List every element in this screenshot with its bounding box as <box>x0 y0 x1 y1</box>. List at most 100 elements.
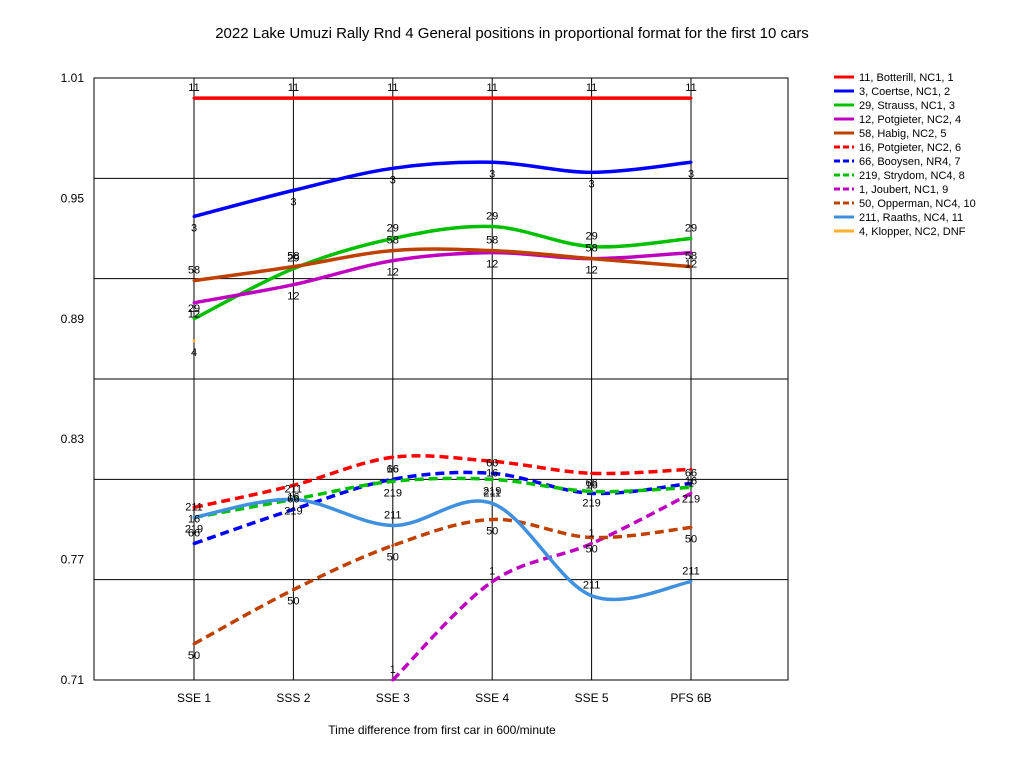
data-label: 3 <box>589 178 595 190</box>
series-line <box>193 476 692 520</box>
data-label: 11 <box>387 82 398 94</box>
data-point <box>192 279 196 283</box>
data-label: 211 <box>682 566 700 578</box>
data-point <box>689 237 693 241</box>
data-label: 16 <box>188 513 200 525</box>
series-line <box>193 224 692 321</box>
data-point <box>490 477 494 481</box>
data-label: 12 <box>287 291 299 303</box>
data-point <box>391 166 395 170</box>
x-tick-label: SSE 5 <box>575 691 609 705</box>
x-tick-label: SSS 2 <box>276 691 310 705</box>
data-label: 219 <box>185 523 203 535</box>
data-point <box>490 501 494 505</box>
data-label: 11 <box>685 82 696 94</box>
data-label: 66 <box>486 457 498 469</box>
legend-entry: 219, Strydom, NC4, 8 <box>859 170 965 182</box>
data-label: 29 <box>287 253 299 265</box>
x-axis-ticks: SSE 1 SSS 2 SSE 3 SSE 4 SSE 5 PFS 6B <box>177 691 712 705</box>
data-label: 12 <box>188 309 200 321</box>
data-point <box>291 507 295 511</box>
data-point <box>689 160 693 164</box>
data-label: 66 <box>585 477 597 489</box>
data-point <box>192 301 196 305</box>
data-label: 211 <box>483 487 501 499</box>
data-label: 58 <box>287 251 299 263</box>
series-line <box>193 497 692 602</box>
data-label: 3 <box>489 168 495 180</box>
data-label: 16 <box>486 467 498 479</box>
data-point <box>291 265 295 269</box>
data-point <box>291 96 295 100</box>
series-line <box>193 247 692 283</box>
data-point <box>490 96 494 100</box>
data-point <box>192 96 196 100</box>
legend-entry: 4, Klopper, NC2, DNF <box>859 226 966 238</box>
data-label: 11 <box>486 82 497 94</box>
series-lines <box>192 96 693 682</box>
data-label: 3 <box>390 174 396 186</box>
data-label: 66 <box>287 493 299 505</box>
data-label: 29 <box>685 223 697 235</box>
legend-entry: 3, Coertse, NC1, 2 <box>859 86 950 98</box>
data-point <box>689 467 693 471</box>
data-point <box>689 491 693 495</box>
legend-entry: 1, Joubert, NC1, 9 <box>859 184 948 196</box>
data-label: 58 <box>486 235 498 247</box>
legend-entry: 66, Booysen, NR4, 7 <box>859 156 961 168</box>
data-point <box>391 544 395 548</box>
x-tick-label: SSE 4 <box>475 691 509 705</box>
data-label: 211 <box>384 509 402 521</box>
y-tick-label: 0.89 <box>61 312 85 326</box>
y-tick-label: 1.01 <box>61 71 85 85</box>
legend-entry: 211, Raaths, NC4, 11 <box>859 212 963 224</box>
data-point <box>192 542 196 546</box>
legend: 11, Botterill, NC1, 1 3, Coertse, NC1, 2 2… <box>834 72 976 238</box>
legend-entry: 58, Habig, NC2, 5 <box>859 128 946 140</box>
data-point <box>689 265 693 269</box>
data-label: 219 <box>384 487 402 499</box>
data-label: 211 <box>583 580 601 592</box>
data-label: 219 <box>582 497 600 509</box>
data-label: 11 <box>288 82 299 94</box>
data-label: 29 <box>486 210 498 222</box>
data-label: 50 <box>387 552 399 564</box>
data-point <box>291 497 295 501</box>
data-point <box>689 96 693 100</box>
data-point <box>192 339 196 343</box>
legend-entry: 29, Strauss, NC1, 3 <box>859 100 955 112</box>
data-label: 3 <box>688 168 694 180</box>
data-label: 219 <box>284 505 302 517</box>
data-point <box>291 483 295 487</box>
data-point <box>490 249 494 253</box>
data-point <box>291 588 295 592</box>
data-label: 211 <box>185 501 203 513</box>
data-label: 16 <box>685 475 697 487</box>
data-point <box>490 580 494 584</box>
legend-entry: 11, Botterill, NC1, 1 <box>859 72 954 84</box>
data-point <box>689 580 693 584</box>
y-tick-label: 0.71 <box>61 673 85 687</box>
data-label: 50 <box>685 533 697 545</box>
data-label: 50 <box>188 650 200 662</box>
data-point <box>689 525 693 529</box>
data-point <box>192 214 196 218</box>
data-label: 58 <box>685 251 697 263</box>
y-tick-label: 0.77 <box>61 553 85 567</box>
data-point <box>192 317 196 321</box>
data-label: 58 <box>387 235 399 247</box>
data-label: 1 <box>589 528 595 540</box>
data-label: 11 <box>188 82 199 94</box>
data-label: 29 <box>585 231 597 243</box>
data-point <box>291 188 295 192</box>
y-axis-ticks: 1.01 0.95 0.89 0.83 0.77 0.71 <box>61 71 85 687</box>
data-point <box>689 481 693 485</box>
data-point <box>590 489 594 493</box>
data-label: 12 <box>387 267 399 279</box>
data-label: 11 <box>586 82 597 94</box>
data-label: 1 <box>688 477 694 489</box>
data-point <box>391 249 395 253</box>
data-label: 12 <box>685 259 697 271</box>
data-point <box>391 479 395 483</box>
